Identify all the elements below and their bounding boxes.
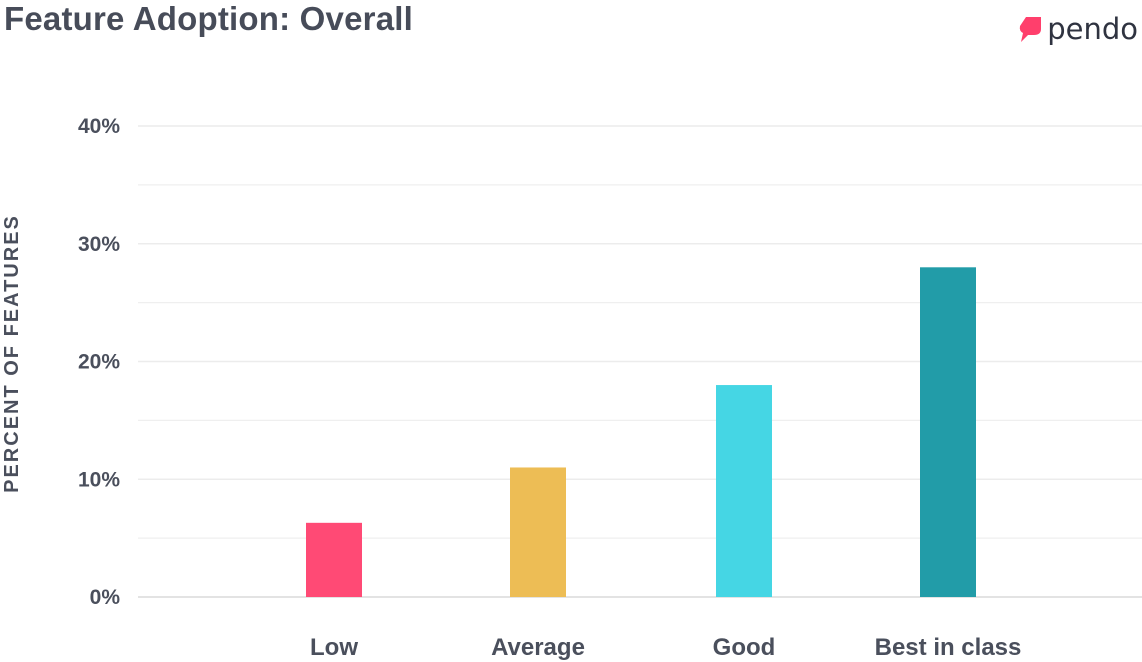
y-tick-label: 0%	[90, 586, 121, 609]
bar-average	[510, 467, 566, 597]
y-tick-label: 20%	[78, 351, 120, 374]
pendo-logo-icon	[1020, 17, 1042, 42]
bar-good	[716, 385, 772, 597]
logo-text: pendo	[1047, 12, 1138, 46]
x-category-label: Good	[713, 634, 776, 661]
y-tick-label: 10%	[78, 468, 120, 491]
bar-low	[306, 522, 362, 597]
chart-title: Feature Adoption: Overall	[4, 0, 413, 37]
y-tick-label: 30%	[78, 233, 120, 256]
y-tick-label: 40%	[78, 115, 120, 138]
x-category-label: Average	[491, 634, 585, 661]
y-axis-label: PERCENT OF FEATURES	[1, 214, 23, 493]
pendo-logo: pendo	[1017, 12, 1138, 46]
bar-best-in-class	[920, 267, 976, 597]
x-category-label: Low	[310, 634, 358, 661]
x-category-label: Best in class	[875, 634, 1022, 661]
